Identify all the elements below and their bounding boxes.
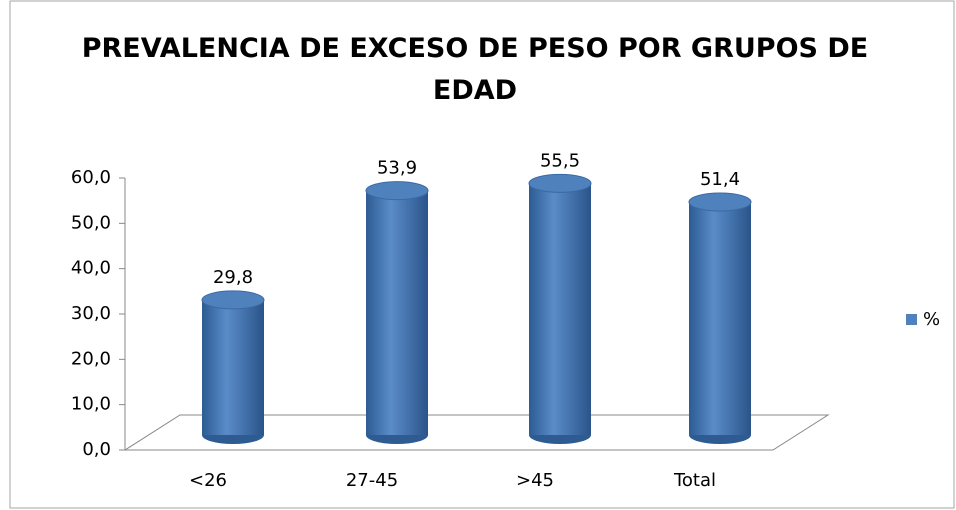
y-tick-label: 50,0: [71, 212, 111, 233]
x-tick-label: 27-45: [346, 470, 398, 491]
bar: [689, 201, 751, 435]
x-tick-label: Total: [673, 470, 716, 491]
floor: [123, 414, 830, 451]
value-label: 53,9: [377, 158, 417, 179]
bar-top: [201, 290, 265, 310]
bar: [529, 183, 591, 435]
bar: [366, 190, 428, 435]
value-label: 51,4: [700, 169, 740, 190]
y-tick-label: 30,0: [71, 303, 111, 324]
bar-top: [365, 181, 429, 201]
chart-border: [9, 0, 955, 509]
legend-swatch: [906, 314, 917, 325]
bar: [202, 299, 264, 435]
y-tick-label: 40,0: [71, 258, 111, 279]
y-tick-label: 20,0: [71, 348, 111, 369]
value-label: 29,8: [213, 267, 253, 288]
x-tick-label: <26: [189, 470, 227, 491]
legend-label: %: [923, 309, 940, 330]
value-label: 55,5: [540, 150, 580, 171]
y-tick-label: 60,0: [71, 167, 111, 188]
bar-top: [688, 192, 752, 212]
chart-title: PREVALENCIA DE EXCESO DE PESO POR GRUPOS…: [81, 33, 869, 106]
x-tick-label: >45: [516, 470, 554, 491]
y-tick-label: 10,0: [71, 394, 111, 415]
bar-top: [528, 173, 592, 193]
y-tick-label: 0,0: [82, 439, 111, 460]
